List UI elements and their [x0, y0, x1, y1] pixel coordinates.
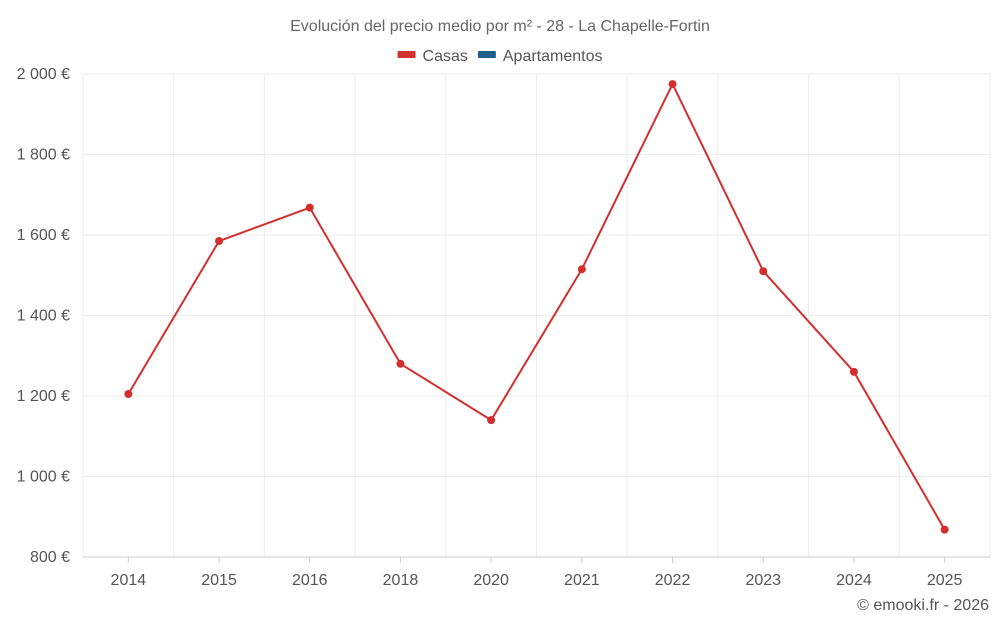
- x-tick-label: 2018: [383, 572, 419, 589]
- legend: Casas Apartamentos: [397, 48, 603, 65]
- data-point[interactable]: [305, 203, 314, 212]
- chart-title: Evolución del precio medio por m² - 28 -…: [290, 18, 710, 35]
- data-point[interactable]: [849, 367, 858, 376]
- data-point[interactable]: [668, 80, 677, 89]
- y-tick-label: 1 000 €: [17, 469, 70, 486]
- data-point[interactable]: [577, 265, 586, 274]
- y-tick-label: 1 200 €: [17, 388, 70, 405]
- x-tick-label: 2025: [927, 572, 963, 589]
- series-layer: [124, 80, 949, 534]
- x-tick-label: 2014: [111, 572, 147, 589]
- grid: [82, 73, 991, 558]
- data-point[interactable]: [215, 237, 224, 246]
- data-point[interactable]: [759, 267, 768, 276]
- x-tick-label: 2020: [473, 572, 509, 589]
- x-tick-label: 2016: [292, 572, 328, 589]
- x-tick-label: 2015: [201, 572, 237, 589]
- x-tick-label: 2024: [836, 572, 872, 589]
- data-point[interactable]: [396, 359, 405, 368]
- legend-swatch-apartamentos[interactable]: [477, 51, 496, 58]
- data-point[interactable]: [487, 416, 496, 425]
- legend-label-casas: Casas: [423, 48, 468, 65]
- y-tick-label: 1 800 €: [17, 147, 70, 164]
- x-tick-label: 2022: [655, 572, 691, 589]
- y-axis: 800 € 1 000 € 1 200 € 1 400 € 1 600 € 1 800 €…: [17, 66, 70, 566]
- data-point[interactable]: [940, 525, 949, 534]
- y-tick-label: 800 €: [30, 549, 70, 566]
- series-line-casas: [127, 83, 946, 531]
- credit-text: © emooki.fr - 2026: [857, 597, 989, 614]
- y-tick-label: 1 600 €: [17, 227, 70, 244]
- data-point[interactable]: [124, 389, 133, 398]
- legend-swatch-casas[interactable]: [397, 51, 416, 58]
- x-tick-label: 2023: [745, 572, 781, 589]
- y-tick-label: 1 400 €: [17, 308, 70, 325]
- x-axis: 2014 2015 2016 2018 2020 2021 2022 2023 2024 2025: [83, 556, 990, 589]
- y-tick-label: 2 000 €: [17, 66, 70, 83]
- legend-label-apartamentos: Apartamentos: [503, 48, 603, 65]
- x-tick-label: 2021: [564, 572, 600, 589]
